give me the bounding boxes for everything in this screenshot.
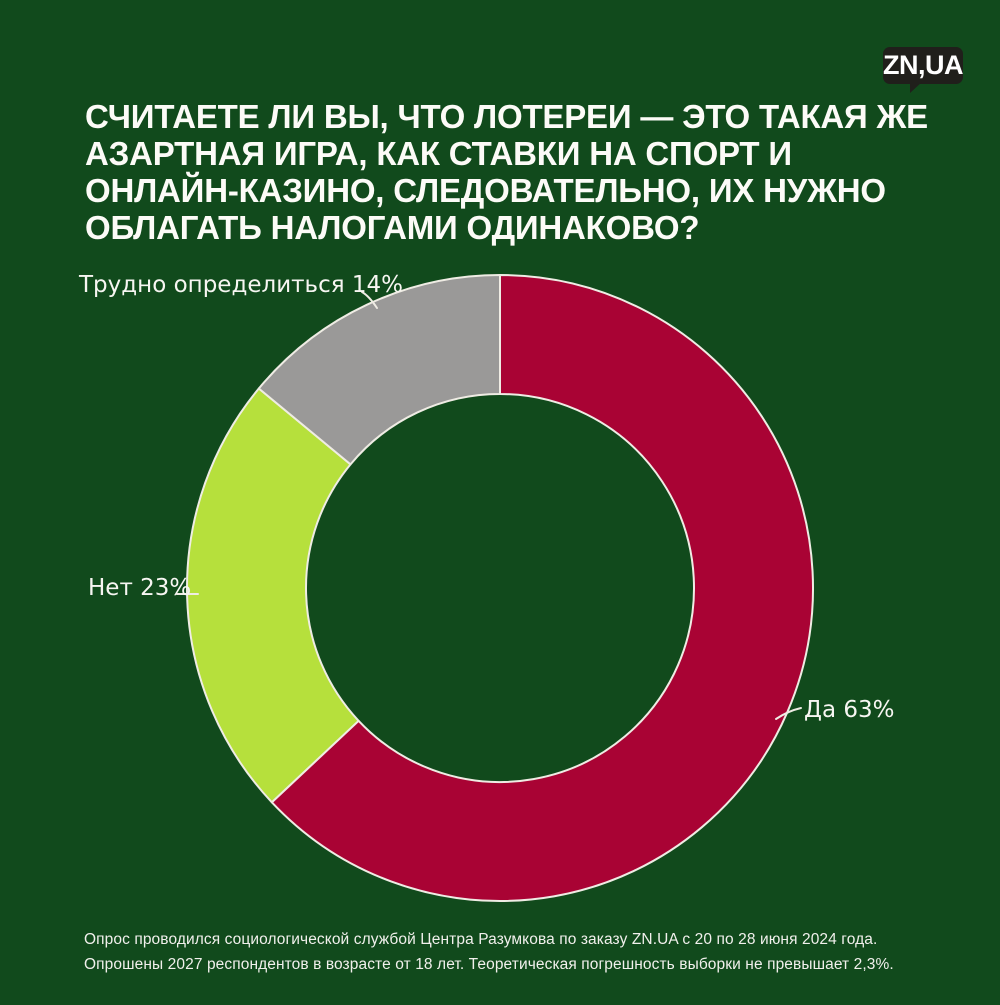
leader-line-trudno: [361, 291, 378, 309]
znua-logo-text: ZN,UA: [883, 50, 964, 80]
donut-segment-trudno: [257, 274, 501, 466]
donut-segment-net: [186, 387, 360, 804]
slice-label-da: Да 63%: [804, 697, 895, 723]
slice-label-trudno: Трудно определиться 14%: [79, 272, 404, 298]
logo-speech-tail: [910, 82, 922, 93]
znua-logo: ZN,UA: [883, 47, 964, 93]
slice-label-net: Нет 23%: [88, 575, 192, 601]
page-title: СЧИТАЕТЕ ЛИ ВЫ, ЧТО ЛОТЕРЕИ — ЭТО ТАКАЯ …: [85, 98, 928, 246]
footnote: Опрос проводился социологической службой…: [84, 927, 954, 977]
footnote-line-2: Опрошены 2027 респондентов в возрасте от…: [84, 956, 894, 973]
footnote-line-1: Опрос проводился социологической службой…: [84, 931, 878, 948]
leader-line-da: [775, 707, 802, 720]
donut-segment-da: [270, 274, 814, 902]
